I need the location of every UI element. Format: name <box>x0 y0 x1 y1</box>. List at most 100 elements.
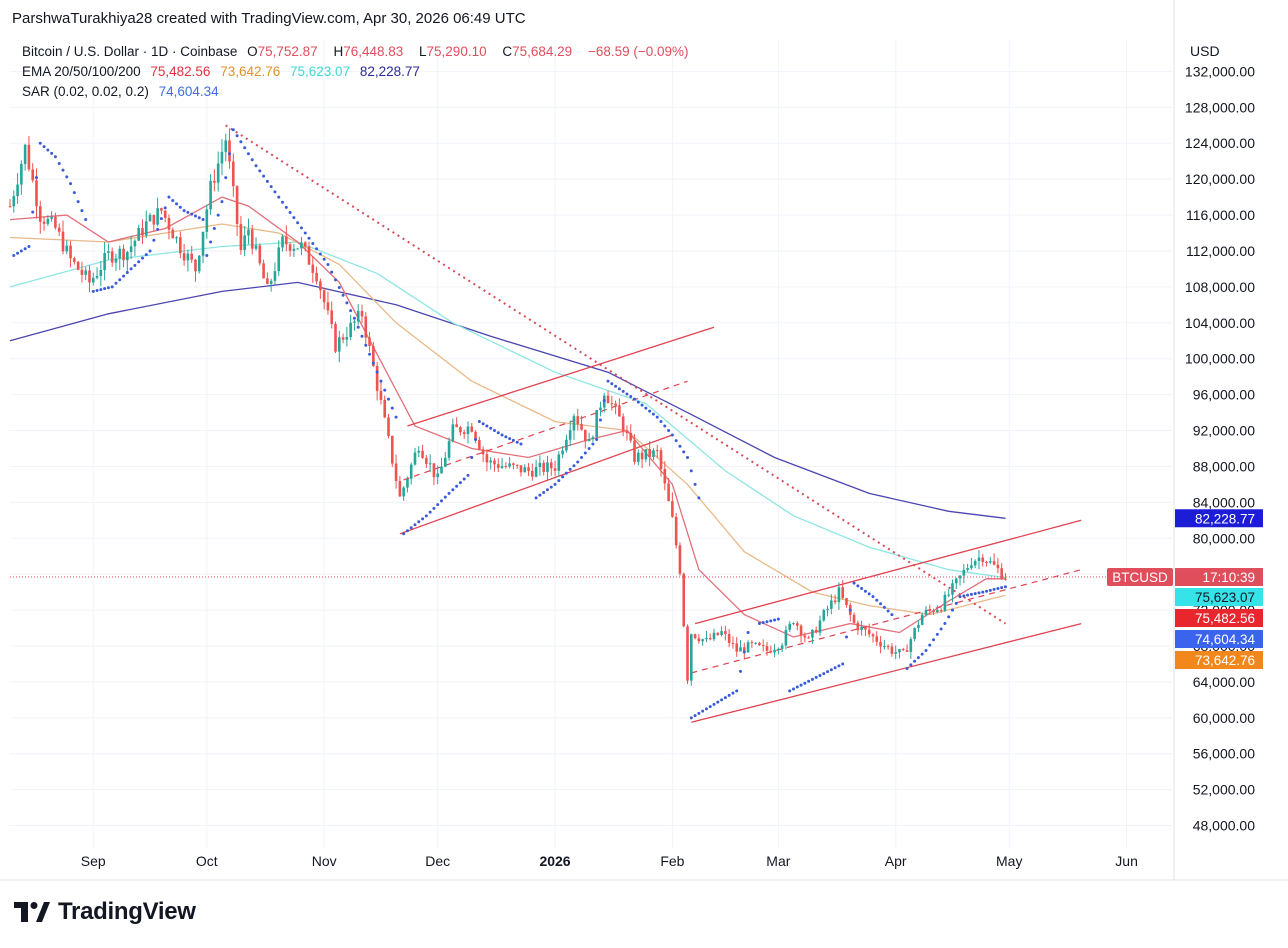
candle <box>943 591 947 613</box>
sar-dot <box>928 643 932 647</box>
sar-dot <box>617 387 621 391</box>
sar-dot <box>826 670 830 674</box>
sar-dot <box>655 415 659 419</box>
price-axis-tag: 17:10:39 <box>1202 570 1255 585</box>
candle-body <box>765 645 769 651</box>
sar-dot <box>542 490 546 494</box>
candle-body <box>375 366 379 391</box>
candle-body <box>88 270 91 283</box>
candle-body <box>171 229 175 239</box>
candle <box>886 644 890 650</box>
sar-dot <box>625 392 629 396</box>
candle <box>606 390 610 404</box>
candle-body <box>614 403 617 406</box>
candle-body <box>587 438 591 442</box>
sar-dot <box>80 209 84 213</box>
sar-dot <box>489 426 493 430</box>
sar-dot <box>209 240 213 244</box>
sar-dot <box>875 598 879 602</box>
sar-dot <box>394 415 398 419</box>
sar-dot <box>496 431 500 435</box>
price-label-tag: 73,642.76 <box>1175 651 1263 670</box>
candle-body <box>137 228 140 241</box>
candle <box>542 459 545 476</box>
sar-dot <box>803 681 807 685</box>
candle-body <box>262 263 265 279</box>
candle <box>992 553 996 566</box>
candle-body <box>99 270 103 276</box>
candle-body <box>285 236 288 245</box>
candle-body <box>372 346 375 367</box>
candle-body <box>936 610 939 613</box>
price-axis-tag: 75,623.07 <box>1195 590 1255 605</box>
price-axis-tag: 74,604.34 <box>1195 632 1256 647</box>
candle-body <box>705 637 708 640</box>
sar-dot <box>879 602 883 606</box>
sar-dot <box>924 648 928 652</box>
candle <box>546 455 549 481</box>
candle-body <box>678 545 682 574</box>
candle <box>758 641 761 647</box>
candle <box>413 447 417 466</box>
candle <box>35 168 38 219</box>
sar-dot <box>682 450 686 454</box>
sar-dot <box>356 325 360 329</box>
x-tick-label: Nov <box>312 853 337 869</box>
candle-body <box>693 634 697 639</box>
candle-body <box>811 629 814 638</box>
ema-legend-row[interactable]: EMA 20/50/100/200 75,482.56 73,642.76 75… <box>22 62 695 82</box>
candle-body <box>247 229 250 236</box>
candle <box>398 476 402 497</box>
sar-dot <box>773 618 777 622</box>
candle-body <box>568 430 572 440</box>
candle-body <box>958 575 962 579</box>
sar-dot <box>451 488 455 492</box>
candle-body <box>500 466 504 468</box>
sar-dot <box>818 673 822 677</box>
sar-dot <box>633 397 637 401</box>
tradingview-logo[interactable]: TradingView <box>14 898 196 926</box>
candle <box>277 240 281 276</box>
candle-body <box>356 311 360 322</box>
sar-dot <box>697 496 701 500</box>
candle-body <box>852 614 856 623</box>
candle-body <box>644 449 648 460</box>
candle-body <box>466 426 470 435</box>
candle <box>830 594 833 615</box>
sar-dot <box>852 581 856 585</box>
candle <box>970 558 973 570</box>
sar-dot <box>12 253 16 257</box>
sar-dot <box>228 152 232 156</box>
candle <box>939 608 943 613</box>
sar-dot <box>920 652 924 656</box>
candle-body <box>837 587 841 603</box>
candle-body <box>103 253 106 271</box>
y-tick-label: 64,000.00 <box>1193 674 1255 690</box>
candle <box>690 633 693 686</box>
candle <box>527 463 530 477</box>
candle <box>126 250 129 273</box>
candle-body <box>258 245 262 264</box>
symbol-price-tag: BTCUSD <box>1112 570 1168 585</box>
sar-dot <box>735 689 739 693</box>
price-label-tag: 75,482.56 <box>1175 609 1263 628</box>
candle <box>12 190 16 213</box>
candle <box>587 432 591 442</box>
candle <box>928 604 932 615</box>
candle-body <box>977 557 981 561</box>
candle-body <box>315 272 318 282</box>
sar-dot <box>201 218 205 222</box>
sar-legend-row[interactable]: SAR (0.02, 0.02, 0.2) 74,604.34 <box>22 82 695 102</box>
sar-dot <box>742 650 746 654</box>
candle-body <box>440 466 443 474</box>
candle-body <box>519 465 523 473</box>
candle-body <box>447 441 451 458</box>
candle <box>171 227 175 239</box>
sar-dot <box>402 532 406 536</box>
candle-body <box>773 649 776 653</box>
currency-label[interactable]: USD <box>1190 43 1220 59</box>
sar-dot <box>273 190 277 194</box>
symbol-name[interactable]: Bitcoin / U.S. Dollar · 1D · Coinbase <box>22 44 238 59</box>
candle <box>285 225 288 252</box>
